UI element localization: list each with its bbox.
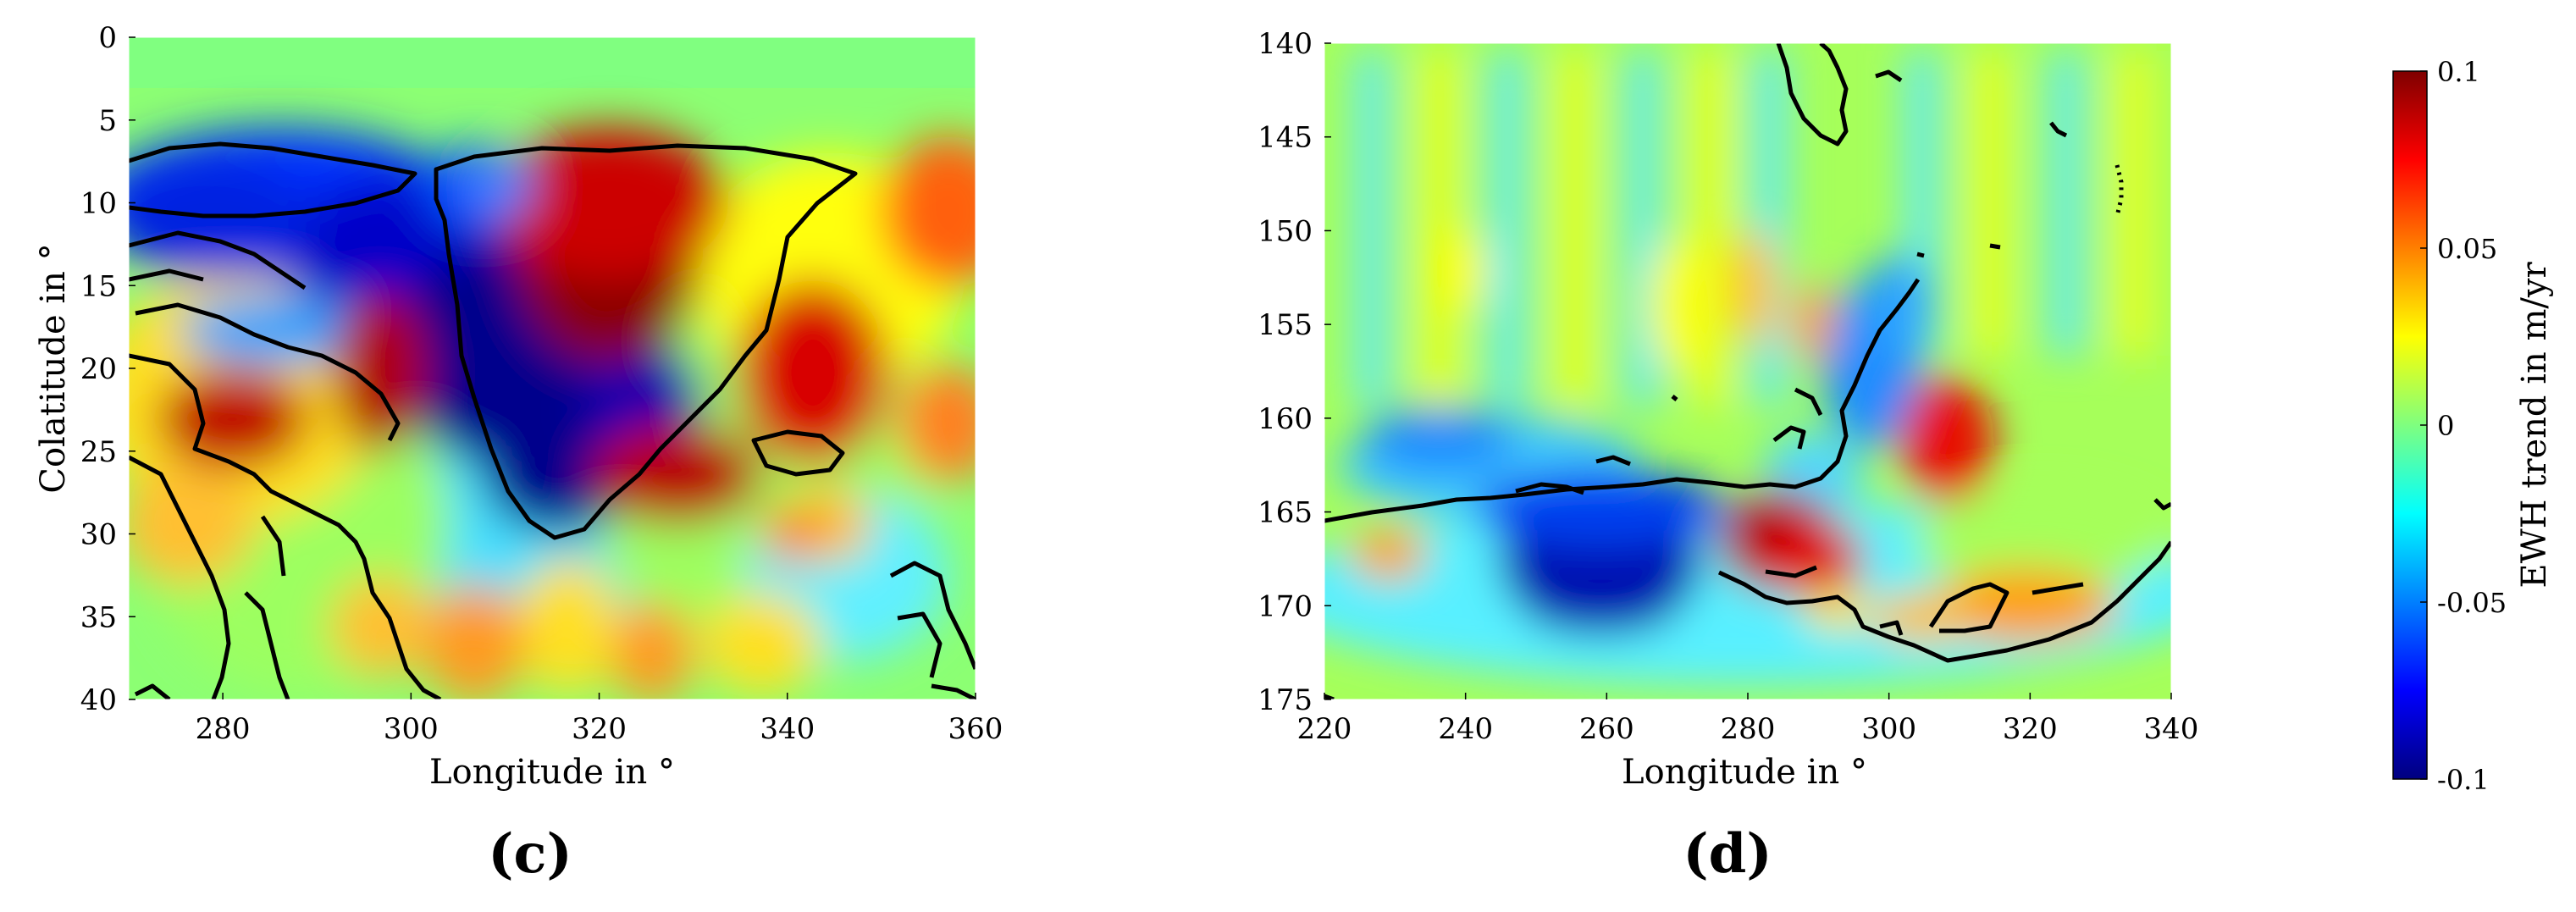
y-tick-label: 15 [80,269,117,303]
y-tick-label: 40 [80,683,117,717]
y-tick-label: 175 [1258,683,1313,717]
y-tick-label: 150 [1258,214,1313,248]
x-tick-label: 320 [572,712,627,746]
x-tick-label: 240 [1438,712,1493,746]
panel-d-heatmap [1324,43,2171,699]
y-tick-label: 170 [1258,589,1313,623]
colorbar-tick-label: 0.1 [2437,56,2480,88]
x-tick-label: 320 [2003,712,2058,746]
x-tick-label: 300 [384,712,439,746]
x-tick-label: 300 [1861,712,1916,746]
x-tick-label: 280 [1721,712,1776,746]
panel-d-ticks: 220 240 260 280 300 320 340 140 145 150 155 160 165 1… [1258,27,2198,746]
y-tick-label: 165 [1258,496,1313,530]
panel-d: 220 240 260 280 300 320 340 140 145 150 155 160 165 1… [1258,27,2198,886]
x-tick-label: 360 [948,712,1003,746]
colorbar-ticks: 0.1 0.05 0 -0.05 -0.1 [2420,56,2507,796]
panel-d-xlabel: Longitude in ° [1622,753,1867,792]
colorbar-tick-label: -0.1 [2437,764,2490,796]
y-tick-label: 20 [80,352,117,386]
y-tick-label: 145 [1258,121,1313,155]
panel-c-xlabel: Longitude in ° [429,753,675,792]
panel-c-ylabel: Colatitude in ° [34,243,73,493]
panel-c-ticks: 280 300 320 340 360 0 5 10 15 20 25 30 35 40 [80,21,1003,746]
y-tick-label: 25 [80,435,117,469]
colorbar-tick-label: 0 [2437,410,2454,442]
colorbar-tick-label: -0.05 [2437,587,2507,619]
y-tick-label: 160 [1258,402,1313,436]
panel-c-caption: (c) [488,822,572,886]
x-tick-label: 280 [196,712,251,746]
x-tick-label: 220 [1297,712,1352,746]
panel-c-heatmap [129,37,976,699]
y-tick-label: 35 [80,600,117,634]
panel-d-coastlines [1324,43,2171,699]
x-tick-label: 340 [2144,712,2199,746]
colorbar: 0.1 0.05 0 -0.05 -0.1 EWH trend in m/yr [2392,56,2554,796]
y-tick-label: 5 [98,104,117,138]
x-tick-label: 260 [1579,712,1634,746]
y-tick-label: 10 [80,187,117,221]
x-tick-label: 340 [760,712,815,746]
colorbar-label: EWH trend in m/yr [2515,262,2554,589]
panel-d-caption: (d) [1683,822,1772,886]
colorbar-tick-label: 0.05 [2437,233,2497,265]
panel-c: 280 300 320 340 360 0 5 10 15 20 25 30 35 40 Longitud… [34,21,1003,886]
y-tick-label: 140 [1258,27,1313,61]
y-tick-label: 30 [80,518,117,552]
y-tick-label: 0 [98,21,117,55]
y-tick-label: 155 [1258,308,1313,342]
panel-c-coastlines [129,141,976,699]
